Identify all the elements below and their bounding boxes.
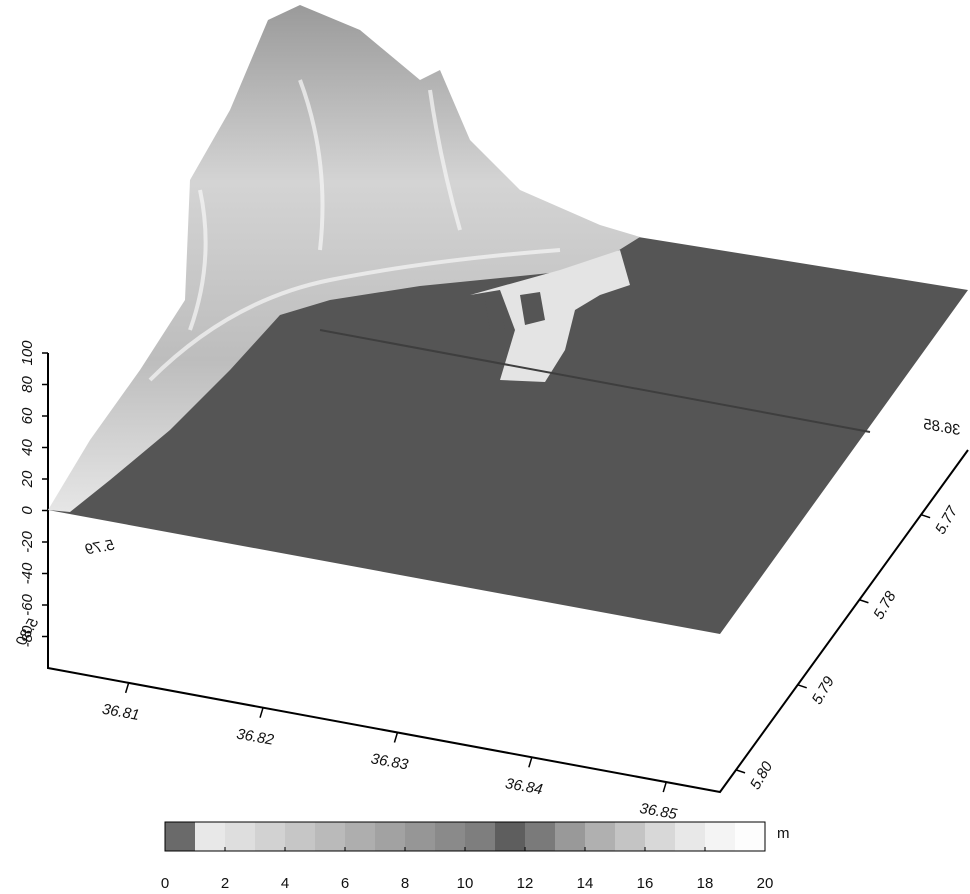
z-tick-label: 80 <box>19 376 36 393</box>
colorbar-cell <box>615 822 646 851</box>
x-tick-label: 36.83 <box>370 750 411 773</box>
colorbar-tick-label: 10 <box>457 875 474 892</box>
colorbar-cell <box>315 822 346 851</box>
colorbar-tick-label: 4 <box>281 875 289 892</box>
z-tick-label: -60 <box>19 594 36 616</box>
mirrored-tick-label: 5.79 <box>83 537 115 559</box>
y-tick-label: 5.80 <box>747 758 777 792</box>
y-tick-label: 5.79 <box>809 673 839 707</box>
x-tick-label: 36.85 <box>638 800 679 823</box>
colorbar-tick-label: 8 <box>401 875 409 892</box>
z-tick-label: 60 <box>19 407 36 424</box>
colorbar-cell <box>345 822 376 851</box>
z-tick-label: 20 <box>19 470 36 488</box>
z-tick-label: -20 <box>19 531 36 553</box>
x-tick <box>126 683 129 693</box>
colorbar-cell <box>645 822 676 851</box>
colorbar-tick-label: 18 <box>697 875 714 892</box>
x-tick-label: 36.82 <box>235 726 276 749</box>
chart: -80-60-40-2002040608010036.8136.8236.833… <box>0 0 970 894</box>
y-tick-label: 5.78 <box>870 588 900 622</box>
z-tick-label: 0 <box>19 506 36 515</box>
colorbar-cell <box>705 822 736 851</box>
colorbar-cell <box>435 822 466 851</box>
colorbar-cell <box>585 822 616 851</box>
colorbar-cell <box>525 822 556 851</box>
z-tick-label: -40 <box>19 562 36 584</box>
colorbar-cell <box>225 822 256 851</box>
colorbar-cell <box>405 822 436 851</box>
z-tick-label: 40 <box>19 439 36 456</box>
x-tick <box>663 782 666 792</box>
colorbar-tick-label: 14 <box>577 875 594 892</box>
y-tick <box>859 600 868 603</box>
mirrored-tick-label: 36.85 <box>921 416 962 439</box>
colorbar-cell <box>735 822 766 851</box>
y-tick-label: 5.77 <box>932 503 962 537</box>
mirrored-tick-label: 5.80 <box>13 615 43 649</box>
colorbar-cell <box>165 822 196 851</box>
z-tick-label: 100 <box>19 340 36 366</box>
x-tick-label: 36.81 <box>101 701 141 724</box>
colorbar-tick-label: 6 <box>341 875 349 892</box>
colorbar-cell <box>465 822 496 851</box>
colorbar-cell <box>255 822 286 851</box>
x-tick <box>394 732 397 742</box>
x-tick <box>260 708 263 718</box>
colorbar-tick-label: 16 <box>637 875 654 892</box>
colorbar-tick-label: 12 <box>517 875 534 892</box>
x-tick-label: 36.84 <box>504 775 544 798</box>
colorbar-cell <box>555 822 586 851</box>
colorbar-tick-label: 2 <box>221 875 229 892</box>
colorbar-cell <box>195 822 226 851</box>
y-tick <box>798 685 807 688</box>
colorbar-cell <box>675 822 706 851</box>
y-tick <box>736 770 745 773</box>
colorbar-tick-label: 20 <box>757 875 774 892</box>
colorbar-unit: m <box>777 825 790 842</box>
colorbar-cell <box>495 822 526 851</box>
colorbar-cell <box>375 822 406 851</box>
colorbar-tick-label: 0 <box>161 875 169 892</box>
y-tick <box>921 515 930 518</box>
colorbar-cell <box>285 822 316 851</box>
x-tick <box>529 757 532 767</box>
